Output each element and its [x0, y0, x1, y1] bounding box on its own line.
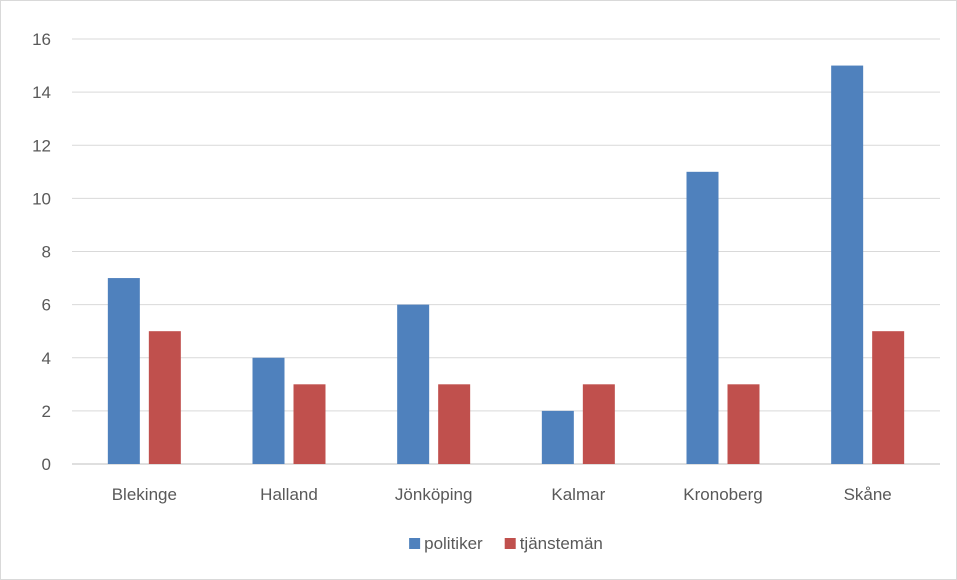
x-tick-label: Kronoberg — [683, 485, 762, 504]
gridlines — [72, 38, 940, 465]
legend-item-politiker: politiker — [409, 534, 483, 553]
bar-politiker-Halland — [252, 357, 285, 464]
bar-politiker-Kalmar — [541, 410, 574, 464]
legend-item-tjänstemän: tjänstemän — [504, 534, 603, 553]
bar-tjänstemän-Kronoberg — [727, 384, 760, 464]
bar-tjänstemän-Halland — [293, 384, 326, 464]
bar-tjänstemän-Kalmar — [582, 384, 615, 464]
x-tick-label: Halland — [260, 485, 318, 504]
y-tick-label: 2 — [42, 402, 51, 421]
legend-swatch — [504, 538, 516, 549]
y-axis-ticks: 0 2 4 6 8 10 12 14 16 — [32, 30, 51, 474]
x-tick-label: Blekinge — [112, 485, 177, 504]
bar-tjänstemän-Blekinge — [148, 331, 181, 464]
x-tick-label: Skåne — [844, 485, 892, 504]
y-tick-label: 16 — [32, 30, 51, 49]
bar-politiker-Jönköping — [397, 304, 430, 464]
legend-label: politiker — [424, 534, 483, 553]
y-tick-label: 8 — [42, 243, 51, 262]
bar-politiker-Skåne — [831, 65, 864, 464]
bars — [107, 65, 905, 464]
y-tick-label: 10 — [32, 189, 51, 208]
bar-politiker-Kronoberg — [686, 171, 719, 464]
x-tick-label: Kalmar — [551, 485, 605, 504]
x-axis-ticks: Blekinge Halland Jönköping Kalmar Kronoberg S… — [112, 485, 892, 504]
y-tick-label: 4 — [42, 349, 51, 368]
legend-label: tjänstemän — [520, 534, 603, 553]
bar-politiker-Blekinge — [107, 278, 140, 464]
y-tick-label: 6 — [42, 296, 51, 315]
y-tick-label: 12 — [32, 136, 51, 155]
x-tick-label: Jönköping — [395, 485, 473, 504]
legend: politiker tjänstemän — [409, 534, 603, 553]
bar-tjänstemän-Jönköping — [438, 384, 471, 464]
y-tick-label: 0 — [42, 455, 51, 474]
legend-swatch — [409, 538, 421, 549]
bar-tjänstemän-Skåne — [872, 331, 905, 464]
y-tick-label: 14 — [32, 83, 51, 102]
